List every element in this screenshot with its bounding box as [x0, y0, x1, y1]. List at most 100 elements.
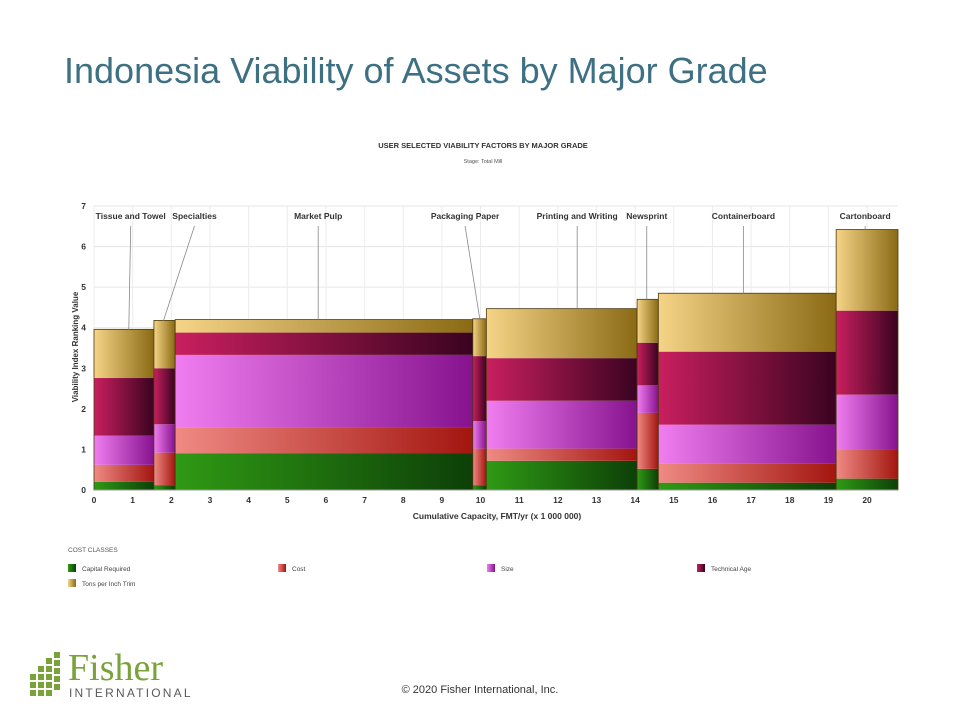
- x-tick-label: 17: [746, 495, 756, 505]
- y-tick-label: 3: [81, 363, 86, 373]
- legend-title: COST CLASSES: [68, 547, 118, 554]
- bar-segment: [486, 308, 638, 359]
- bar-segment: [175, 319, 473, 333]
- x-tick-label: 0: [92, 495, 97, 505]
- bar-segment: [486, 400, 638, 449]
- bar-segment: [658, 351, 837, 425]
- y-tick-label: 6: [81, 242, 86, 252]
- x-tick-label: 3: [208, 495, 213, 505]
- legend-label: Technical Age: [711, 566, 751, 573]
- bar-segment: [836, 394, 898, 450]
- bar-segment: [637, 342, 659, 386]
- grade-label: Tissue and Towel: [96, 211, 166, 221]
- bar-segment: [486, 448, 638, 461]
- viability-chart: USER SELECTED VIABILITY FACTORS BY MAJOR…: [68, 141, 899, 588]
- logo-subtitle: INTERNATIONAL: [69, 686, 193, 700]
- x-tick-label: 5: [285, 495, 290, 505]
- bar-segment: [658, 482, 837, 490]
- legend-label: Cost: [292, 566, 306, 573]
- x-tick-label: 13: [592, 495, 602, 505]
- x-tick-label: 20: [862, 495, 872, 505]
- x-tick-label: 18: [785, 495, 795, 505]
- bar-segment: [175, 427, 473, 454]
- bar-segment: [153, 485, 176, 490]
- legend-swatch: [68, 579, 76, 587]
- bar-segment: [175, 332, 473, 355]
- y-tick-label: 1: [81, 444, 86, 454]
- bar-segment: [637, 468, 659, 490]
- x-tick-label: 10: [476, 495, 486, 505]
- grade-label: Market Pulp: [294, 211, 342, 221]
- x-tick-label: 16: [708, 495, 718, 505]
- x-tick-label: 12: [553, 495, 563, 505]
- chart-title: USER SELECTED VIABILITY FACTORS BY MAJOR…: [378, 141, 588, 150]
- legend-swatch: [487, 564, 495, 572]
- bar-segment: [175, 453, 473, 490]
- legend-label: Size: [501, 566, 514, 573]
- slide-title: Indonesia Viability of Assets by Major G…: [64, 50, 768, 91]
- x-tick-label: 15: [669, 495, 679, 505]
- bar-segment: [153, 320, 176, 369]
- bar-segment: [637, 385, 659, 413]
- legend: Capital Required Cost Size Technical Age Ton…: [68, 564, 751, 588]
- fisher-logo: Fisher INTERNATIONAL: [30, 647, 193, 704]
- legend-label: Tons per Inch Trim: [82, 581, 135, 588]
- bar-segment: [175, 354, 473, 428]
- callout-line: [128, 225, 132, 330]
- bar-segment: [637, 412, 659, 469]
- grade-label: Specialties: [172, 211, 217, 221]
- bar-segment: [153, 424, 176, 453]
- copyright-text: © 2020 Fisher International, Inc.: [401, 684, 559, 696]
- bar-segment: [836, 478, 898, 490]
- bar-segment: [836, 310, 898, 395]
- bar-segment: [94, 435, 154, 465]
- bar-segment: [94, 329, 154, 379]
- bar-segment: [94, 464, 154, 482]
- x-tick-label: 2: [169, 495, 174, 505]
- bar-segment: [472, 448, 487, 486]
- bar-segment: [153, 368, 176, 425]
- callout-line: [163, 225, 195, 321]
- bar-segment: [658, 293, 837, 352]
- grade-label: Printing and Writing: [537, 211, 618, 221]
- bar-segment: [658, 424, 837, 464]
- chart-subtitle: Stage: Total Mill: [464, 159, 503, 165]
- logo-bars-icon: [30, 652, 60, 696]
- legend-swatch: [697, 564, 705, 572]
- grade-callouts: Tissue and Towel Specialties Market Pulp Pa…: [96, 211, 891, 330]
- bar-segment: [94, 378, 154, 436]
- bar-segment: [836, 449, 898, 479]
- y-axis-label: Viability Index Ranking Value: [71, 291, 80, 402]
- bar-segment: [486, 358, 638, 401]
- x-tick-label: 1: [130, 495, 135, 505]
- x-tick-label: 6: [324, 495, 329, 505]
- bar-segment: [637, 299, 659, 343]
- y-tick-label: 5: [81, 282, 86, 292]
- bar-segment: [486, 460, 638, 490]
- x-tick-label: 8: [401, 495, 406, 505]
- x-tick-label: 14: [630, 495, 640, 505]
- bar-segment: [472, 485, 487, 490]
- y-tick-label: 7: [81, 201, 86, 211]
- y-tick-label: 4: [81, 323, 86, 333]
- chart-bars: [93, 229, 899, 491]
- grade-label: Packaging Paper: [431, 211, 500, 221]
- x-tick-label: 4: [246, 495, 251, 505]
- legend-swatch: [68, 564, 76, 572]
- bar-segment: [658, 463, 837, 483]
- y-tick-label: 2: [81, 404, 86, 414]
- x-tick-label: 11: [515, 495, 524, 505]
- bar-segment: [153, 452, 176, 486]
- bar-segment: [94, 481, 154, 490]
- bar-segment: [472, 356, 487, 422]
- callout-line: [464, 225, 481, 319]
- legend-swatch: [278, 564, 286, 572]
- grade-label: Newsprint: [626, 211, 667, 221]
- logo-wordmark: Fisher: [68, 647, 163, 689]
- y-tick-label: 0: [81, 485, 86, 495]
- x-tick-label: 19: [824, 495, 834, 505]
- bar-segment: [472, 318, 487, 357]
- bar-segment: [472, 421, 487, 449]
- x-axis-label: Cumulative Capacity, FMT/yr (x 1 000 000…: [413, 511, 582, 521]
